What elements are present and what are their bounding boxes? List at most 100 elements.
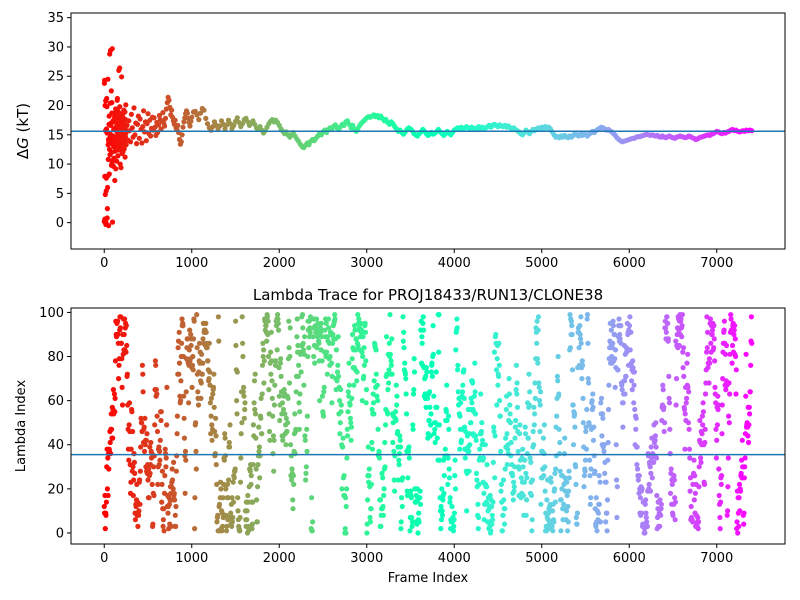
lambda-point [476, 481, 482, 487]
lambda-point [439, 508, 445, 514]
lambda-point [314, 345, 320, 351]
lambda-point [474, 477, 480, 483]
lambda-point [692, 473, 698, 479]
lambda-point [476, 514, 482, 521]
lambda-point [495, 382, 501, 388]
lambda-point [701, 481, 708, 487]
lambda-point [403, 391, 409, 397]
lambda-point [385, 387, 391, 393]
lambda-point [256, 424, 262, 430]
lambda-point [118, 340, 124, 346]
lambda-trace-y-ticks: 0 20 40 60 80 100 [39, 306, 71, 541]
lambda-point [569, 367, 576, 373]
lambda-point [507, 411, 513, 417]
delta-g-point [204, 121, 211, 127]
lambda-point [271, 437, 277, 443]
lambda-point [401, 345, 407, 351]
lambda-point [296, 400, 302, 406]
lambda-point [420, 320, 426, 326]
lambda-point [666, 373, 672, 379]
lambda-point [526, 402, 533, 408]
lambda-point [136, 512, 142, 518]
delta-g-x-tick-label-2: 2000 [263, 256, 296, 271]
lambda-point [520, 492, 527, 499]
lambda-point [632, 406, 638, 413]
lambda-point [597, 519, 604, 525]
delta-g-point [160, 110, 166, 116]
lambda-point [449, 503, 455, 510]
delta-g-y-tick-label-6: 30 [47, 40, 64, 55]
delta-g-point [158, 126, 164, 132]
lambda-point [137, 477, 143, 483]
lambda-point [648, 444, 654, 450]
lambda-point [704, 345, 710, 351]
lambda-point [479, 437, 486, 443]
lambda-point [295, 373, 301, 379]
lambda-point [504, 462, 510, 468]
lambda-point [303, 464, 309, 470]
lambda-point [432, 439, 438, 446]
lambda-point [355, 312, 361, 318]
lambda-point [333, 347, 339, 353]
lambda-point [345, 389, 351, 395]
lambda-point [622, 378, 628, 384]
lambda-point [653, 444, 659, 450]
lambda-point [619, 387, 625, 393]
lambda-point [453, 347, 459, 353]
lambda-point [369, 406, 375, 413]
lambda-point [248, 481, 254, 487]
lambda-point [679, 312, 686, 318]
lambda-point [628, 329, 634, 335]
lambda-point [282, 411, 288, 417]
lambda-point [737, 508, 743, 514]
lambda-point [502, 466, 508, 472]
delta-g-point [180, 124, 186, 130]
lambda-point [229, 523, 235, 530]
lambda-point [146, 466, 152, 472]
delta-g-point [181, 119, 187, 125]
lambda-point [445, 413, 452, 419]
lambda-point [207, 369, 213, 375]
lambda-point [258, 415, 264, 421]
lambda-point [700, 409, 707, 415]
lambda-point [140, 371, 146, 377]
lambda-point [240, 340, 246, 346]
lambda-point [126, 457, 132, 463]
lambda-point [279, 400, 286, 406]
lambda-point [213, 433, 219, 439]
lambda-point [466, 448, 472, 454]
lambda-point [343, 530, 349, 536]
lambda-point [154, 428, 161, 435]
lambda-point [377, 497, 384, 503]
lambda-point [672, 495, 678, 501]
lambda-point [726, 420, 732, 426]
lambda-point [747, 411, 753, 417]
lambda-point [198, 395, 204, 401]
lambda-point [318, 329, 324, 335]
lambda-point [102, 526, 108, 532]
lambda-point [569, 331, 575, 338]
delta-g-point [129, 125, 135, 131]
lambda-point [337, 420, 343, 426]
lambda-point [338, 409, 344, 415]
lambda-point [367, 514, 373, 521]
lambda-point [634, 462, 640, 468]
delta-g-point [141, 108, 147, 114]
lambda-point [183, 389, 189, 395]
lambda-point [577, 331, 583, 338]
lambda-point [475, 501, 481, 507]
lambda-point [634, 444, 640, 450]
lambda-point [626, 323, 633, 329]
lambda-point [718, 481, 724, 487]
lambda-point [193, 420, 199, 426]
lambda-point [585, 376, 591, 382]
lambda-point [584, 316, 590, 322]
delta-g-point [178, 139, 184, 145]
lambda-point [563, 508, 570, 514]
lambda-point [115, 331, 121, 338]
lambda-point [231, 475, 237, 481]
lambda-point [513, 417, 519, 424]
lambda-point [652, 433, 659, 439]
lambda-point [723, 387, 729, 393]
lambda-point [136, 508, 142, 514]
